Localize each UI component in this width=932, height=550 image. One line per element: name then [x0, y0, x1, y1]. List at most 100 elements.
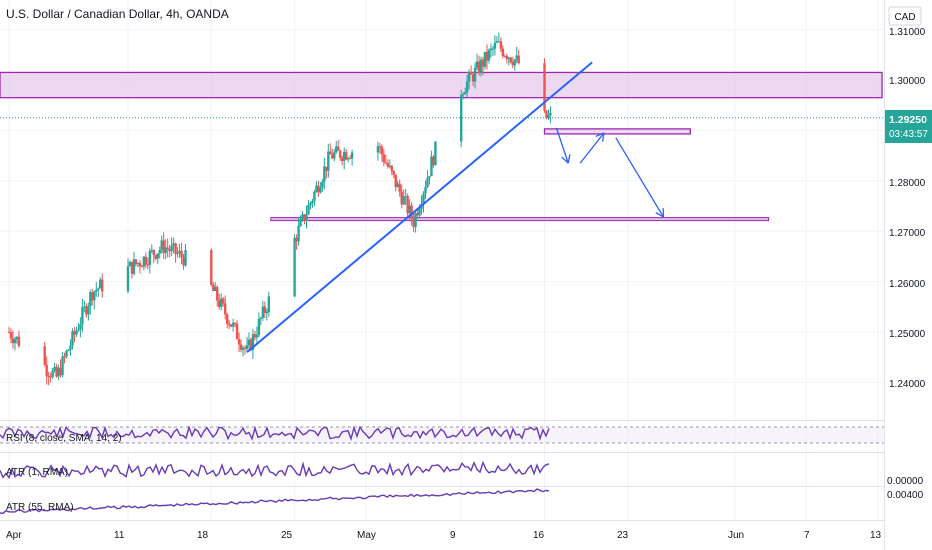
projection-arrows[interactable] [555, 127, 665, 218]
candle [503, 54, 507, 58]
candle [406, 193, 409, 217]
candle [388, 159, 391, 169]
candle-body [335, 146, 338, 153]
candle [136, 262, 140, 268]
candle [493, 35, 497, 56]
candle-body [396, 183, 399, 188]
candle [392, 170, 395, 179]
price-label-1.24000: 1.24000 [889, 379, 926, 390]
candle [507, 56, 510, 66]
candle [481, 56, 485, 76]
candle-body [85, 306, 88, 315]
candle [253, 330, 257, 341]
candle [335, 141, 338, 154]
candle-body [245, 345, 249, 349]
price-axis[interactable]: CAD 1.31000 1.30000 1.28000 1.27000 1.26… [884, 0, 932, 550]
candle [210, 248, 213, 287]
candle-body [65, 350, 68, 357]
candle-body [341, 157, 344, 161]
candle [65, 349, 68, 359]
candle [13, 336, 17, 351]
candle [414, 209, 417, 233]
rsi-label: RSI (8, close, SMA, 14, 2) [6, 433, 122, 444]
time-label-13: 13 [870, 530, 882, 541]
candle-body [47, 375, 50, 377]
time-axis[interactable]: Apr 11 18 25 May 9 16 23 Jun 7 13 [0, 520, 884, 542]
candle [378, 142, 382, 154]
candle [348, 155, 352, 160]
candle [412, 211, 415, 233]
projection-arrow-2[interactable] [579, 132, 605, 164]
candle [150, 244, 153, 254]
candle-body [91, 292, 94, 301]
atr55-line [0, 488, 550, 515]
candle [9, 328, 13, 344]
candle-body [497, 41, 501, 43]
candle-body [517, 55, 520, 64]
candle [299, 215, 302, 227]
candle-body [233, 322, 237, 324]
candle [499, 37, 503, 53]
candle-body [136, 262, 140, 265]
candle [495, 36, 499, 44]
candle [509, 56, 512, 64]
candle-body [323, 166, 326, 182]
candle-body [259, 317, 263, 319]
candle-body [380, 146, 384, 155]
candle [473, 62, 477, 89]
candle [469, 65, 473, 75]
rsi-band [0, 427, 884, 443]
candle-body [255, 334, 259, 338]
candle-body [378, 146, 382, 148]
trendline[interactable] [246, 61, 593, 353]
candle [162, 232, 165, 260]
candle-body [267, 296, 271, 312]
candle [87, 302, 90, 321]
candle-body [313, 191, 316, 202]
candle-body [342, 152, 346, 161]
candle-body [305, 214, 308, 221]
candle [85, 303, 88, 318]
time-label-9: 9 [450, 530, 456, 541]
support-line[interactable] [270, 217, 770, 222]
candle [511, 56, 514, 69]
candle-body [414, 213, 417, 227]
candle [382, 148, 386, 167]
candle [154, 254, 157, 261]
candle [59, 359, 62, 378]
resistance-zone[interactable] [0, 71, 883, 99]
candle [487, 48, 491, 64]
projection-arrow-1[interactable] [555, 127, 571, 164]
candle-body [43, 346, 46, 365]
candle [146, 257, 150, 270]
candle-body [142, 256, 146, 267]
projection-arrow-3[interactable] [615, 137, 665, 218]
candle [547, 109, 550, 120]
candle-body [481, 59, 485, 67]
candle-body [329, 151, 332, 155]
candle-body [61, 356, 64, 376]
candle-body [418, 209, 421, 216]
currency-badge[interactable] [888, 6, 922, 26]
candle [301, 211, 304, 222]
candle-body [17, 336, 21, 347]
candle [259, 316, 263, 326]
candle [317, 181, 320, 197]
candle-body [485, 51, 489, 61]
candle [184, 244, 187, 267]
candle-body [509, 57, 512, 63]
candle-body [170, 245, 173, 252]
candle [17, 330, 21, 348]
candle [465, 74, 469, 99]
candle-body [148, 250, 152, 266]
small-supply-zone[interactable] [543, 128, 691, 135]
candle [390, 164, 393, 176]
candle-body [229, 324, 233, 327]
candle-body [493, 42, 497, 49]
currency-badge-label: CAD [894, 12, 915, 23]
candle-body [430, 156, 433, 177]
candle [51, 368, 54, 379]
candle [214, 282, 217, 292]
candle-body [515, 55, 518, 60]
